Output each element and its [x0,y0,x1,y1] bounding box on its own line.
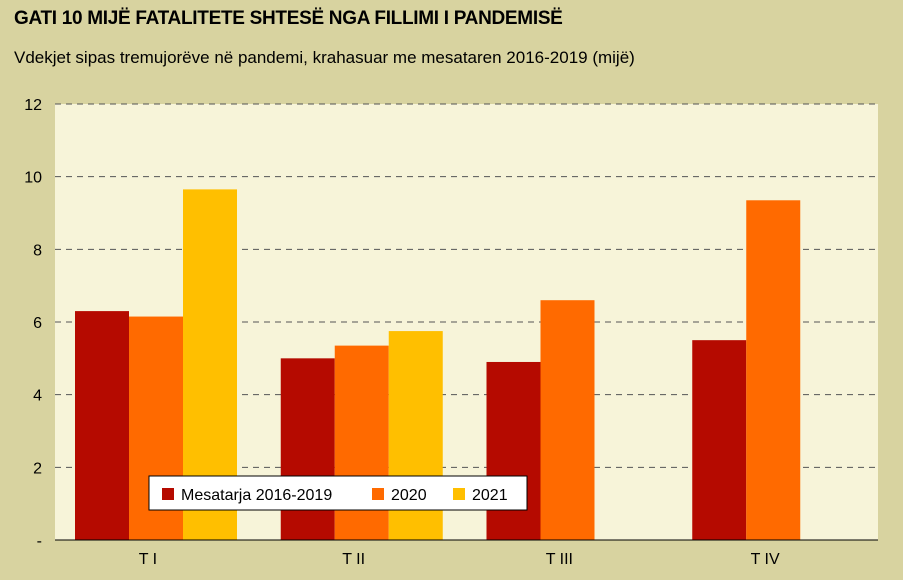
y-tick-label: 2 [33,460,42,477]
legend-label: Mesatarja 2016-2019 [181,487,332,504]
bar [486,361,541,540]
x-category-label: T IV [751,551,780,568]
chart-subtitle: Vdekjet sipas tremujorëve në pandemi, kr… [14,48,635,67]
y-axis-ticks: - 2 4 6 8 10 12 [24,97,42,550]
x-axis-categories: T I T II T III T IV [139,551,780,568]
y-tick-label: 4 [33,388,42,405]
bar [334,345,389,540]
legend-label: 2020 [391,487,427,504]
legend-swatch [453,488,465,500]
x-category-label: T I [139,551,157,568]
x-category-label: T III [546,551,573,568]
y-tick-label: - [37,533,42,550]
bar [280,358,335,540]
legend: Mesatarja 2016-2019 2020 2021 [148,475,528,511]
y-tick-label: 6 [33,315,42,332]
legend-swatch [162,488,174,500]
bar [75,311,129,540]
bars [75,189,801,541]
bar [746,200,801,541]
chart-title: GATI 10 MIJË FATALITETE SHTESË NGA FILLI… [14,8,563,29]
legend-swatch [372,488,384,500]
x-category-label: T II [342,551,365,568]
y-tick-label: 10 [24,170,42,187]
y-tick-label: 12 [24,97,42,114]
bar [540,300,595,540]
y-tick-label: 8 [33,242,42,259]
legend-label: 2021 [472,487,508,504]
bar [692,340,747,540]
